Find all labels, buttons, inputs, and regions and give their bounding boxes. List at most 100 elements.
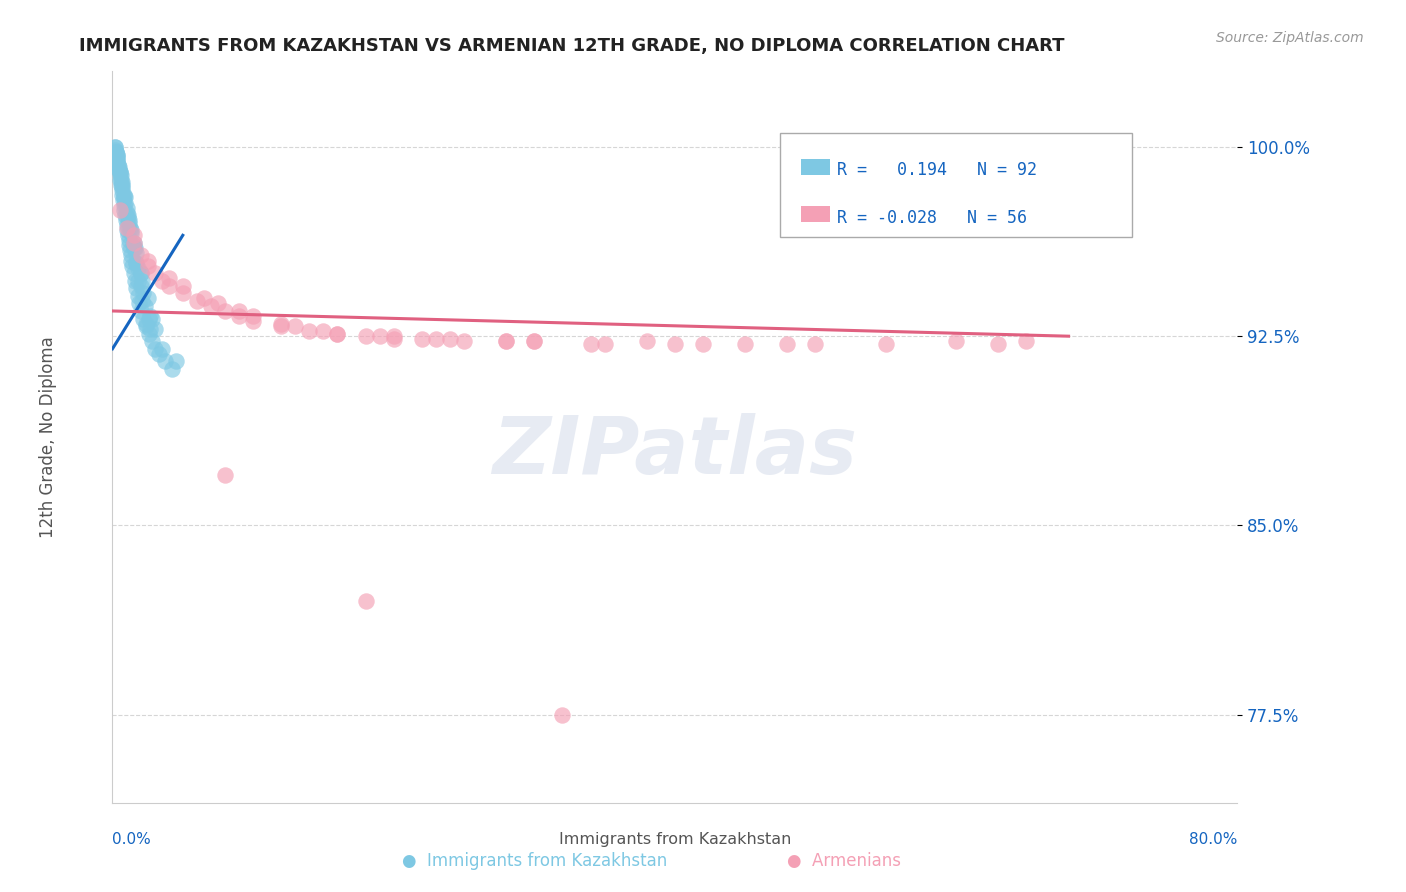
Point (141, 311, 163, 326)
Point (111, 178, 134, 192)
Point (214, 304, 236, 318)
Point (270, 319, 292, 334)
Point (127, 289, 149, 303)
Text: Source: ZipAtlas.com: Source: ZipAtlas.com (1216, 31, 1364, 45)
Point (122, 238, 145, 252)
Point (118, 233, 141, 247)
Point (104, 140, 127, 154)
Point (165, 354, 187, 368)
Point (326, 326, 349, 341)
Point (128, 274, 150, 288)
Point (110, 178, 132, 192)
Point (111, 183, 132, 197)
Point (284, 319, 307, 334)
Point (160, 362, 183, 376)
Point (150, 274, 173, 288)
Point (270, 317, 292, 331)
Point (110, 173, 132, 187)
Point (692, 336, 714, 351)
Point (118, 216, 141, 230)
Text: Immigrants from Kazakhstan: Immigrants from Kazakhstan (558, 832, 792, 847)
Point (136, 259, 159, 273)
Point (148, 347, 170, 361)
Point (110, 173, 132, 187)
Point (114, 195, 136, 210)
Point (114, 190, 135, 204)
Point (135, 319, 157, 334)
Point (228, 309, 250, 323)
Point (593, 336, 616, 351)
Point (143, 342, 166, 356)
Point (114, 190, 136, 204)
Text: R =   0.194   N = 92: R = 0.194 N = 92 (837, 161, 1036, 179)
Point (117, 211, 139, 225)
Point (129, 248, 152, 262)
Point (117, 228, 139, 243)
Point (136, 253, 159, 268)
Point (298, 324, 321, 338)
Point (128, 296, 150, 310)
Point (120, 226, 142, 240)
Text: ●  Immigrants from Kazakhstan: ● Immigrants from Kazakhstan (402, 852, 666, 870)
Point (139, 309, 162, 323)
Point (425, 332, 447, 346)
Point (121, 259, 143, 273)
Point (523, 334, 546, 349)
Point (108, 203, 131, 218)
Point (121, 253, 143, 268)
Point (122, 228, 145, 243)
Point (112, 198, 135, 212)
Point (107, 153, 129, 167)
Text: ●  Armenians: ● Armenians (786, 852, 901, 870)
Point (118, 213, 141, 227)
Point (312, 324, 335, 338)
Point (131, 293, 153, 308)
Point (129, 304, 152, 318)
Point (207, 296, 229, 310)
Point (111, 180, 134, 194)
Point (551, 707, 574, 722)
Point (354, 329, 377, 343)
Y-axis label: 12th Grade, No Diploma: 12th Grade, No Diploma (39, 336, 56, 538)
Point (368, 329, 391, 343)
Point (139, 321, 162, 335)
Point (112, 193, 135, 207)
Point (108, 160, 129, 174)
Point (120, 244, 141, 258)
Point (120, 223, 142, 237)
Point (143, 321, 166, 335)
Point (495, 334, 517, 349)
Point (107, 158, 129, 172)
Point (129, 278, 152, 293)
Point (150, 342, 173, 356)
Text: R = -0.028   N = 56: R = -0.028 N = 56 (837, 209, 1026, 227)
Point (734, 336, 756, 351)
Point (124, 241, 146, 255)
Point (127, 261, 149, 276)
Point (108, 165, 131, 179)
Point (193, 291, 215, 305)
Point (122, 235, 145, 250)
Point (439, 332, 461, 346)
Point (125, 246, 148, 260)
Point (118, 238, 141, 252)
Point (804, 336, 827, 351)
Point (136, 291, 159, 305)
Point (105, 147, 128, 161)
Point (945, 334, 967, 349)
Point (117, 205, 138, 219)
Point (382, 329, 405, 343)
Point (172, 278, 194, 293)
Point (120, 220, 141, 235)
Point (120, 248, 142, 262)
Point (122, 241, 145, 255)
Point (636, 334, 658, 349)
Point (104, 140, 127, 154)
Point (153, 354, 176, 368)
Point (141, 334, 163, 349)
Point (132, 311, 155, 326)
Point (104, 143, 127, 157)
Point (117, 208, 139, 222)
Text: 0.0%: 0.0% (112, 832, 152, 847)
Point (495, 334, 517, 349)
